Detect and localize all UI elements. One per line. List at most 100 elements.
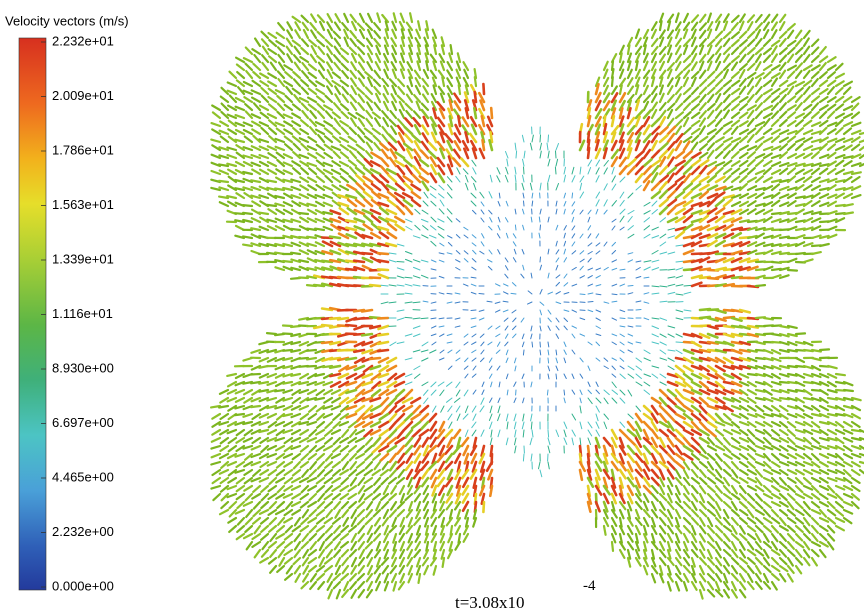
velocity-vector <box>612 260 617 262</box>
velocity-vector <box>708 574 714 580</box>
velocity-vector <box>540 470 542 477</box>
velocity-vector <box>788 112 795 118</box>
velocity-vector <box>300 430 308 435</box>
velocity-vector <box>498 342 501 346</box>
velocity-vector <box>367 574 372 581</box>
velocity-vector <box>496 350 500 353</box>
velocity-vector <box>447 193 452 198</box>
velocity-vector <box>804 177 811 182</box>
velocity-vector <box>325 462 332 468</box>
velocity-vector <box>724 590 729 598</box>
velocity-vector <box>364 192 372 198</box>
velocity-vector <box>522 249 524 254</box>
velocity-vector <box>732 16 739 22</box>
velocity-vector <box>252 218 260 222</box>
velocity-vector <box>652 236 659 238</box>
velocity-vector <box>268 170 276 174</box>
velocity-vector <box>668 454 675 461</box>
velocity-vector <box>278 55 284 62</box>
velocity-vector <box>310 582 316 589</box>
velocity-vector <box>812 502 819 508</box>
velocity-vector <box>668 334 674 337</box>
velocity-vector <box>748 462 755 468</box>
velocity-vector <box>572 251 576 254</box>
velocity-vector <box>676 87 682 94</box>
velocity-vector <box>748 15 754 22</box>
colorbar <box>19 38 46 590</box>
velocity-vector <box>668 191 675 198</box>
velocity-vector <box>844 194 852 198</box>
velocity-vector <box>253 510 260 516</box>
velocity-vector <box>596 406 599 412</box>
velocity-vector <box>796 103 802 110</box>
velocity-vector <box>756 48 763 54</box>
velocity-vector <box>716 502 720 510</box>
velocity-vector <box>268 209 276 214</box>
velocity-vector <box>524 167 525 174</box>
velocity-vector <box>676 294 683 295</box>
velocity-vector <box>415 209 420 214</box>
velocity-vector <box>820 406 828 410</box>
velocity-vector <box>796 71 802 78</box>
velocity-vector <box>392 46 396 54</box>
velocity-vector <box>351 62 356 70</box>
velocity-vector <box>420 168 428 174</box>
velocity-vector <box>556 366 558 371</box>
velocity-vector <box>532 135 533 142</box>
velocity-vector <box>237 80 244 86</box>
velocity-vector <box>668 134 674 142</box>
velocity-vector <box>652 227 658 230</box>
velocity-vector <box>772 89 779 94</box>
velocity-vector <box>318 135 324 142</box>
velocity-vector <box>756 406 763 411</box>
velocity-vector <box>692 550 698 557</box>
velocity-vector <box>373 454 380 460</box>
velocity-vector <box>398 454 404 462</box>
velocity-vector <box>351 118 356 126</box>
velocity-vector <box>732 127 738 134</box>
velocity-vector <box>660 135 667 142</box>
velocity-vector <box>350 31 356 38</box>
velocity-vector <box>433 406 437 412</box>
velocity-vector <box>660 176 668 182</box>
velocity-vector <box>423 95 428 103</box>
velocity-vector <box>708 470 715 476</box>
velocity-vector <box>399 534 404 542</box>
velocity-vector <box>230 502 237 508</box>
velocity-vector <box>564 283 568 286</box>
velocity-vector <box>796 558 802 565</box>
velocity-vector <box>421 406 429 413</box>
velocity-vector <box>836 81 844 86</box>
velocity-vector <box>708 590 714 597</box>
velocity-vector <box>301 446 308 452</box>
velocity-vector <box>405 317 412 318</box>
velocity-vector <box>820 169 827 174</box>
velocity-vector <box>376 54 380 62</box>
velocity-vector <box>740 574 745 582</box>
velocity-vector <box>454 430 460 438</box>
velocity-vector <box>796 39 802 46</box>
velocity-vector <box>828 105 835 110</box>
velocity-vector <box>528 302 533 304</box>
velocity-vector <box>804 47 809 54</box>
velocity-vector <box>522 334 524 339</box>
velocity-vector <box>660 242 666 246</box>
velocity-vector <box>588 302 593 303</box>
velocity-vector <box>788 105 796 110</box>
velocity-vector <box>382 79 388 86</box>
velocity-vector <box>580 210 583 214</box>
velocity-vector <box>644 95 650 102</box>
velocity-vector <box>620 374 625 379</box>
velocity-vector <box>692 54 696 62</box>
velocity-vector <box>844 213 853 215</box>
velocity-vector <box>439 358 444 360</box>
velocity-vector <box>620 310 625 312</box>
velocity-vector <box>612 301 617 302</box>
velocity-vector <box>804 526 810 533</box>
velocity-vector <box>748 64 755 70</box>
velocity-vector <box>644 358 650 361</box>
velocity-vector <box>366 510 372 517</box>
velocity-vector <box>596 160 600 166</box>
velocity-vector <box>263 542 269 549</box>
velocity-vector <box>261 128 268 134</box>
